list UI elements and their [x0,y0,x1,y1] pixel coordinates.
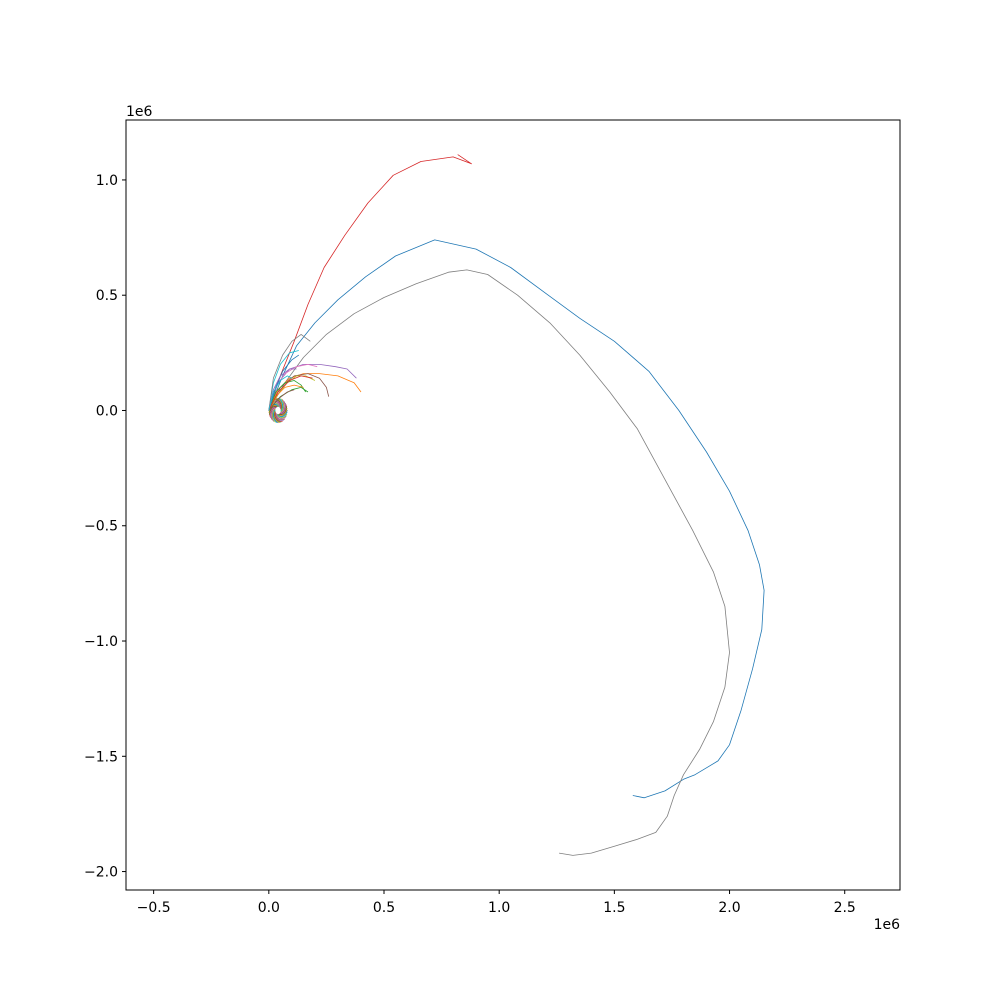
x-tick-label: 0.0 [258,900,280,916]
y-tick-label: −2.0 [84,865,118,881]
series-line-11 [268,354,300,411]
spiral-strand [277,397,283,411]
spiral-strand [271,408,276,422]
series-line-0 [268,239,765,799]
series-line-7 [268,350,299,411]
x-tick-label: 2.5 [834,900,856,916]
y-tick-label: −0.5 [84,519,118,535]
spiral-strand [274,411,282,423]
spiral-strand [280,401,286,414]
plot-frame [125,119,901,891]
spiral-strand [276,397,283,411]
spiral-strand [268,405,278,415]
spiral-strand [280,398,284,412]
y-tick-label: 0.5 [96,288,118,304]
series-line-16 [268,389,295,411]
spiral-strand [279,402,287,415]
spiral-strand [276,413,286,420]
spiral-strand [280,399,285,413]
spiral-strand [278,397,284,412]
spiral-strand [272,408,276,423]
spiral-strand [278,408,288,416]
spiral-strand [277,409,288,417]
x-offset-label: 1e6 [874,917,901,933]
x-tick-label: 2.0 [718,900,740,916]
spiral-strand [273,399,282,409]
spiral-strand [272,409,278,424]
series-layer [268,154,765,856]
spiral-strand [276,413,288,418]
spiral-strand [278,406,288,416]
y-tick-label: −1.0 [84,634,118,650]
y-tick-label: −1.5 [84,749,118,765]
y-tick-label: 1.0 [96,173,118,189]
y-offset-label: 1e6 [126,104,153,120]
series-line-14 [268,375,313,411]
series-line-2 [268,154,472,411]
x-axis: −0.5 0.0 0.5 1.0 1.5 2.0 2.5 [137,890,856,916]
x-tick-label: 0.5 [373,900,395,916]
series-line-8 [268,333,311,411]
y-tick-label: 0.0 [96,403,118,419]
y-axis: −2.0 −1.5 −1.0 −0.5 0.0 0.5 1.0 [84,173,126,881]
spiral-strand [279,404,287,415]
spiral-strand [277,411,288,418]
spiral-strand [269,406,277,417]
spiral-strand [280,400,285,414]
x-tick-label: −0.5 [137,900,171,916]
spiral-strand [273,410,280,424]
series-line-1 [268,269,730,856]
spiral-strand [273,410,279,424]
x-tick-label: 1.5 [603,900,625,916]
spiral-strand [275,412,284,422]
spiral-strand [276,413,287,419]
spiral-strand [270,407,277,420]
x-tick-label: 1.0 [488,900,510,916]
series-line-6 [268,380,307,411]
spiral-strand [270,406,277,419]
spiral-strand [275,413,285,421]
spiral-strand [271,407,276,421]
spiral-strand [274,412,283,422]
series-line-17 [268,375,293,411]
